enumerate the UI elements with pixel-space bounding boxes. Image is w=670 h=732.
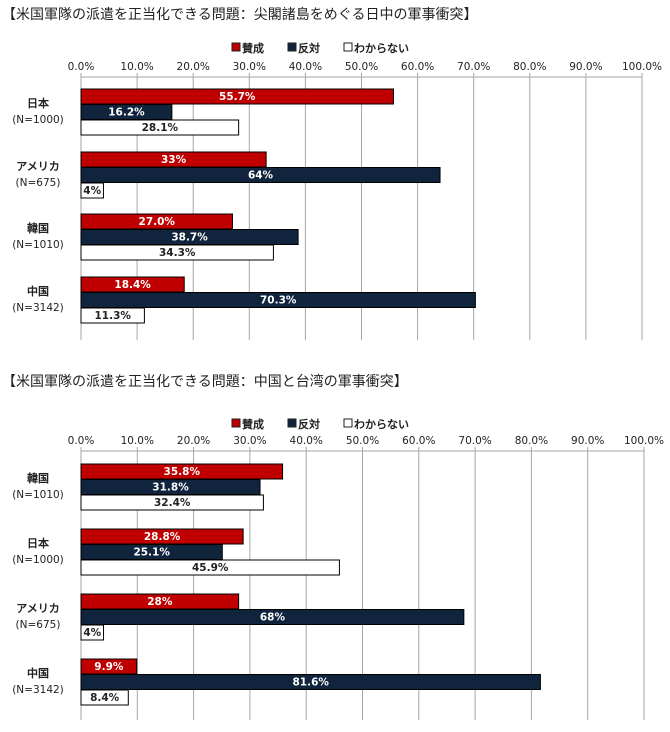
tick-label: 50.0%	[346, 435, 379, 447]
data-label: 81.6%	[292, 677, 329, 689]
data-label: 8.4%	[90, 692, 120, 704]
legend-label: 賛成	[242, 41, 264, 55]
tick-label: 20.0%	[177, 61, 210, 73]
sample-size-label: (N=3142)	[12, 302, 64, 314]
data-label: 70.3%	[260, 295, 297, 307]
tick-label: 80.0%	[513, 61, 546, 73]
chart-2: 【米国軍隊の派遣を正当化できる問題：中国と台湾の軍事衝突】賛成 反対 わからない 0.…	[2, 373, 664, 720]
data-label: 35.8%	[164, 466, 201, 478]
data-label: 27.0%	[139, 216, 176, 228]
bar-わからない	[80, 307, 145, 324]
tick-label: 40.0%	[290, 435, 323, 447]
bar-反対	[80, 292, 476, 308]
tick-label: 20.0%	[177, 435, 210, 447]
chart-1: 【米国軍隊の派遣を正当化できる問題：尖閣諸島をめぐる日中の軍事衝突】賛成 反対 わか…	[2, 7, 662, 340]
category-label: 韓国	[27, 221, 49, 235]
bar-わからない	[80, 559, 340, 576]
data-label: 28%	[147, 596, 173, 608]
sample-size-label: (N=675)	[16, 619, 61, 631]
tick-label: 100.0%	[622, 61, 662, 73]
category-label: 中国	[27, 666, 49, 680]
legend-label: 反対	[298, 417, 320, 431]
bar-わからない	[80, 494, 264, 511]
data-label: 25.1%	[133, 547, 170, 559]
tick-label: 90.0%	[571, 435, 604, 447]
data-label: 68%	[260, 612, 286, 624]
bar-わからない	[80, 182, 104, 199]
category-label: アメリカ	[16, 602, 59, 615]
bar-反対	[80, 609, 465, 625]
sample-size-label: (N=675)	[16, 177, 61, 189]
data-label: 4%	[83, 185, 101, 197]
tick-label: 40.0%	[289, 61, 322, 73]
data-label: 64%	[248, 170, 274, 182]
bar-わからない	[80, 119, 240, 136]
bar-わからない	[80, 244, 274, 261]
tick-label: 60.0%	[402, 435, 435, 447]
data-label: 16.2%	[108, 107, 145, 119]
bar-賛成	[80, 88, 394, 105]
legend-label: 反対	[298, 41, 320, 55]
sample-size-label: (N=1010)	[12, 239, 64, 251]
data-label: 38.7%	[171, 232, 208, 244]
sample-size-label: (N=1010)	[12, 489, 64, 501]
legend-swatch	[231, 418, 241, 428]
tick-label: 30.0%	[233, 61, 266, 73]
category-label: 日本	[27, 536, 49, 550]
chart-title: 【米国軍隊の派遣を正当化できる問題：中国と台湾の軍事衝突】	[2, 373, 408, 390]
data-label: 45.9%	[192, 562, 229, 574]
category-label: アメリカ	[16, 160, 59, 173]
tick-label: 10.0%	[121, 435, 154, 447]
legend-label: わからない	[354, 42, 409, 55]
data-label: 9.9%	[94, 661, 124, 673]
bar-わからない	[80, 624, 105, 641]
data-label: 34.3%	[159, 247, 196, 259]
legend-swatch	[343, 42, 353, 52]
sample-size-label: (N=1000)	[12, 114, 64, 126]
tick-label: 70.0%	[458, 435, 491, 447]
tick-label: 60.0%	[401, 61, 434, 73]
sample-size-label: (N=3142)	[12, 684, 64, 696]
data-label: 32.4%	[154, 497, 191, 509]
data-label: 11.3%	[94, 310, 131, 322]
bar-反対	[80, 674, 541, 690]
legend-swatch	[231, 42, 241, 52]
tick-label: 70.0%	[457, 61, 490, 73]
tick-label: 50.0%	[345, 61, 378, 73]
tick-label: 10.0%	[120, 61, 153, 73]
tick-label: 100.0%	[624, 435, 664, 447]
legend-label: 賛成	[242, 417, 264, 431]
tick-label: 30.0%	[233, 435, 266, 447]
data-label: 28.8%	[144, 531, 181, 543]
data-label: 18.4%	[114, 279, 151, 291]
data-label: 28.1%	[142, 122, 179, 134]
chart-title: 【米国軍隊の派遣を正当化できる問題：尖閣諸島をめぐる日中の軍事衝突】	[2, 7, 477, 23]
data-label: 33%	[161, 154, 187, 166]
data-label: 4%	[83, 627, 101, 639]
tick-label: 80.0%	[515, 435, 548, 447]
legend-swatch	[287, 42, 297, 52]
data-label: 31.8%	[152, 482, 189, 494]
category-label: 中国	[27, 284, 49, 298]
tick-label: 0.0%	[68, 61, 95, 73]
legend-swatch	[287, 418, 297, 428]
legend-swatch	[343, 418, 353, 428]
bar-反対	[80, 167, 441, 183]
tick-label: 0.0%	[68, 435, 95, 447]
data-label: 55.7%	[219, 91, 256, 103]
bar-わからない	[80, 689, 129, 706]
legend-label: わからない	[354, 418, 409, 431]
sample-size-label: (N=1000)	[12, 554, 64, 566]
tick-label: 90.0%	[569, 61, 602, 73]
category-label: 韓国	[27, 471, 49, 485]
category-label: 日本	[27, 96, 49, 110]
